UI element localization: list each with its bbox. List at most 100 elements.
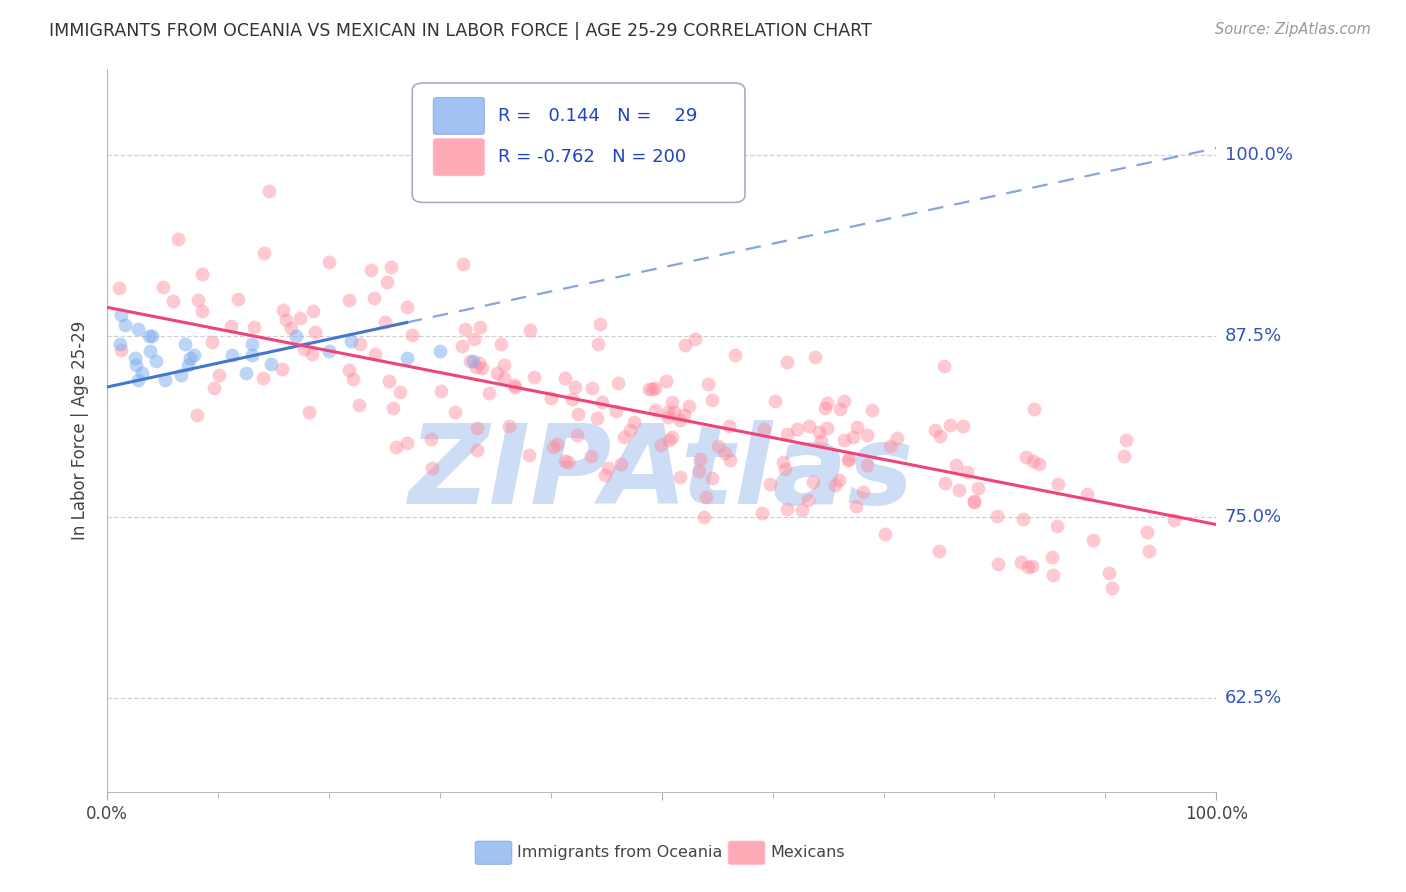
Point (776, 501, 799, 516)
Point (1115, 433, 1137, 447)
Point (396, 300, 419, 314)
Text: 75.0%: 75.0% (1225, 508, 1282, 526)
Point (567, 428, 589, 442)
Point (672, 408, 695, 422)
Point (1163, 513, 1185, 527)
Point (301, 303, 323, 318)
Point (650, 438, 672, 452)
Point (127, 373, 149, 387)
Point (775, 462, 797, 476)
Text: 62.5%: 62.5% (1225, 690, 1282, 707)
Point (284, 329, 307, 343)
Point (1081, 533, 1104, 547)
Point (349, 337, 371, 351)
Point (592, 394, 614, 409)
Point (658, 434, 681, 448)
Point (689, 451, 711, 466)
Point (862, 402, 884, 417)
FancyBboxPatch shape (433, 139, 484, 176)
Point (952, 419, 974, 434)
Point (815, 421, 838, 435)
Point (503, 378, 526, 392)
Point (962, 495, 984, 509)
Point (125, 358, 148, 372)
Point (110, 308, 132, 322)
Point (717, 418, 740, 433)
Point (170, 368, 193, 383)
Point (377, 275, 399, 289)
Point (713, 445, 735, 459)
Point (1112, 449, 1135, 463)
Point (201, 334, 224, 349)
Point (838, 452, 860, 467)
Point (619, 423, 641, 437)
Point (948, 483, 970, 498)
Point (208, 368, 231, 382)
Point (593, 468, 616, 483)
Point (673, 337, 696, 351)
Point (678, 399, 700, 413)
Point (454, 322, 477, 336)
Point (654, 375, 676, 389)
Point (374, 315, 396, 329)
Point (1076, 487, 1098, 501)
Point (451, 257, 474, 271)
Point (856, 428, 879, 442)
Point (610, 457, 633, 471)
Point (837, 452, 859, 467)
Point (579, 449, 602, 463)
Point (114, 318, 136, 332)
Point (669, 413, 692, 427)
Point (1137, 543, 1160, 558)
Point (808, 425, 831, 439)
Text: 87.5%: 87.5% (1225, 327, 1282, 345)
Point (173, 336, 195, 351)
Y-axis label: In Labor Force | Age 25-29: In Labor Force | Age 25-29 (72, 321, 89, 540)
Point (613, 430, 636, 444)
Point (1028, 457, 1050, 471)
Point (641, 382, 664, 396)
Point (661, 430, 683, 444)
Point (723, 348, 745, 362)
Point (523, 370, 546, 384)
Point (1017, 560, 1039, 574)
Point (842, 430, 865, 444)
Point (162, 293, 184, 308)
Point (557, 455, 579, 469)
Point (221, 348, 243, 362)
Point (856, 458, 879, 473)
Point (489, 337, 512, 351)
Point (450, 339, 472, 353)
Point (924, 423, 946, 437)
Point (623, 415, 645, 429)
FancyBboxPatch shape (412, 83, 745, 202)
Text: IMMIGRANTS FROM OCEANIA VS MEXICAN IN LABOR FORCE | AGE 25-29 CORRELATION CHART: IMMIGRANTS FROM OCEANIA VS MEXICAN IN LA… (49, 22, 872, 40)
Point (471, 361, 494, 376)
Point (190, 267, 212, 281)
Point (465, 421, 488, 435)
Point (879, 439, 901, 453)
Text: Immigrants from Oceania: Immigrants from Oceania (517, 846, 723, 860)
Point (752, 421, 775, 435)
Point (845, 420, 868, 434)
Point (669, 470, 692, 484)
Point (240, 348, 263, 362)
Point (108, 281, 131, 295)
Point (596, 461, 619, 475)
Point (298, 405, 321, 419)
Point (873, 526, 896, 541)
Point (662, 405, 685, 419)
Point (219, 319, 242, 334)
Point (814, 401, 837, 415)
Point (832, 394, 855, 409)
Point (1010, 555, 1032, 569)
Point (828, 401, 851, 416)
Point (700, 393, 723, 408)
Point (834, 433, 856, 447)
Point (772, 454, 794, 468)
Point (547, 437, 569, 451)
Point (827, 473, 849, 487)
Point (934, 476, 956, 491)
Point (519, 323, 541, 337)
Point (273, 303, 295, 318)
